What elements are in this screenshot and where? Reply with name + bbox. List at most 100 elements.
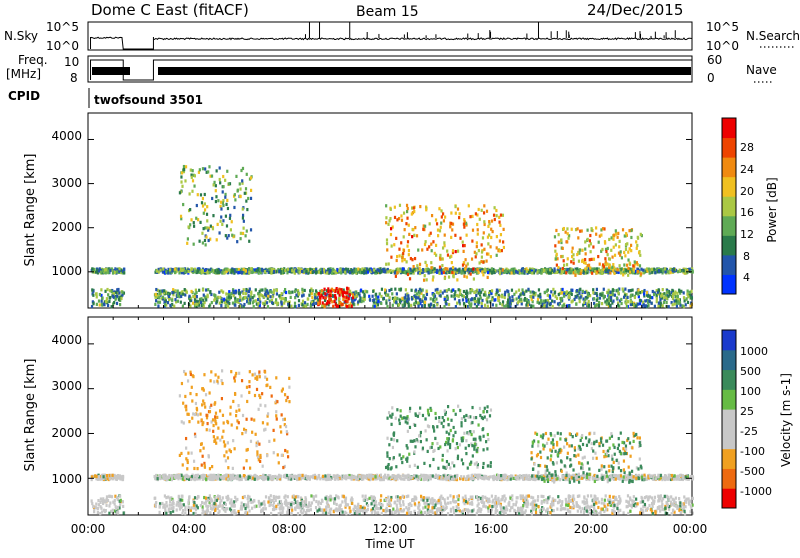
heatmap-cell	[429, 475, 431, 478]
heatmap-cell	[660, 474, 662, 477]
beam-label: Beam 15	[356, 4, 419, 20]
heatmap-cell	[214, 269, 216, 272]
heatmap-cell	[453, 478, 455, 481]
heatmap-cell	[488, 220, 490, 223]
heatmap-cell	[672, 295, 674, 298]
heatmap-cell	[616, 296, 618, 299]
heatmap-cell	[239, 474, 241, 477]
heatmap-cell	[195, 303, 197, 306]
heatmap-cell	[306, 303, 308, 306]
heatmap-cell	[584, 247, 586, 250]
heatmap-cell	[626, 305, 628, 308]
heatmap-cell	[322, 301, 324, 304]
heatmap-cell	[173, 305, 175, 308]
heatmap-cell	[299, 271, 301, 274]
heatmap-cell	[476, 268, 478, 271]
heatmap-cell	[226, 474, 228, 477]
heatmap-cell	[563, 304, 565, 307]
heatmap-cell	[327, 287, 329, 290]
heatmap-cell	[271, 268, 273, 271]
heatmap-cell	[269, 474, 271, 477]
heatmap-cell	[179, 474, 181, 477]
heatmap-cell	[407, 474, 409, 477]
heatmap-cell	[523, 298, 525, 301]
heatmap-cell	[507, 305, 509, 308]
heatmap-cell	[507, 478, 509, 481]
power-cb-tick-20: 20	[740, 185, 754, 198]
heatmap-cell	[100, 288, 102, 291]
heatmap-cell	[117, 474, 119, 477]
heatmap-cell	[687, 289, 689, 292]
heatmap-cell	[301, 474, 303, 477]
heatmap-cell	[405, 288, 407, 291]
heatmap-cell	[424, 261, 426, 264]
heatmap-cell	[517, 301, 519, 304]
heatmap-cell	[567, 237, 569, 240]
heatmap-cell	[209, 477, 211, 480]
heatmap-cell	[255, 299, 257, 302]
heatmap-cell	[392, 474, 394, 477]
heatmap-cell	[234, 300, 236, 303]
heatmap-cell	[176, 508, 178, 511]
heatmap-cell	[626, 264, 628, 267]
heatmap-cell	[419, 291, 421, 294]
heatmap-cell	[666, 477, 668, 480]
heatmap-cell	[338, 297, 340, 300]
heatmap-cell	[682, 475, 684, 478]
heatmap-cell	[574, 274, 576, 277]
heatmap-cell	[466, 290, 468, 293]
heatmap-cell	[498, 221, 500, 224]
heatmap-cell	[174, 298, 176, 301]
heatmap-cell	[493, 478, 495, 481]
heatmap-cell	[406, 217, 408, 220]
heatmap-cell	[589, 266, 591, 269]
heatmap-cell	[109, 477, 111, 480]
heatmap-cell	[396, 271, 398, 274]
heatmap-cell	[290, 296, 292, 299]
heatmap-cell	[119, 477, 121, 480]
heatmap-cell	[96, 295, 98, 298]
heatmap-cell	[201, 201, 203, 204]
heatmap-cell	[572, 247, 574, 250]
heatmap-cell	[563, 227, 565, 230]
heatmap-cell	[483, 204, 485, 207]
heatmap-cell	[558, 241, 560, 244]
heatmap-cell	[669, 268, 671, 271]
heatmap-cell	[426, 248, 428, 251]
heatmap-cell	[449, 256, 451, 259]
heatmap-cell	[592, 288, 594, 291]
heatmap-cell	[491, 219, 493, 222]
heatmap-cell	[240, 195, 242, 198]
heatmap-cell	[271, 301, 273, 304]
heatmap-cell	[335, 476, 337, 479]
heatmap-cell	[181, 171, 183, 174]
heatmap-cell	[315, 271, 317, 274]
heatmap-cell	[485, 259, 487, 262]
heatmap-cell	[609, 258, 611, 261]
heatmap-cell	[197, 269, 199, 272]
heatmap-cell	[186, 242, 188, 245]
heatmap-cell	[211, 197, 213, 200]
heatmap-cell	[444, 267, 446, 270]
heatmap-cell	[180, 175, 182, 178]
heatmap-cell	[483, 475, 485, 478]
heatmap-cell	[580, 272, 582, 275]
heatmap-cell	[450, 236, 452, 239]
heatmap-cell	[660, 294, 662, 297]
heatmap-cell	[387, 223, 389, 226]
heatmap-cell	[327, 290, 329, 293]
heatmap-cell	[415, 289, 417, 292]
heatmap-cell	[220, 207, 222, 210]
heatmap-cell	[475, 255, 477, 258]
heatmap-cell	[455, 250, 457, 253]
heatmap-cell	[193, 243, 195, 246]
heatmap-cell	[242, 207, 244, 210]
heatmap-cell	[107, 293, 109, 296]
heatmap-cell	[492, 303, 494, 306]
heatmap-cell	[448, 275, 450, 278]
heatmap-cell	[113, 301, 115, 304]
heatmap-cell	[615, 243, 617, 246]
heatmap-cell	[572, 253, 574, 256]
heatmap-cell	[319, 296, 321, 299]
heatmap-cell	[624, 288, 626, 291]
